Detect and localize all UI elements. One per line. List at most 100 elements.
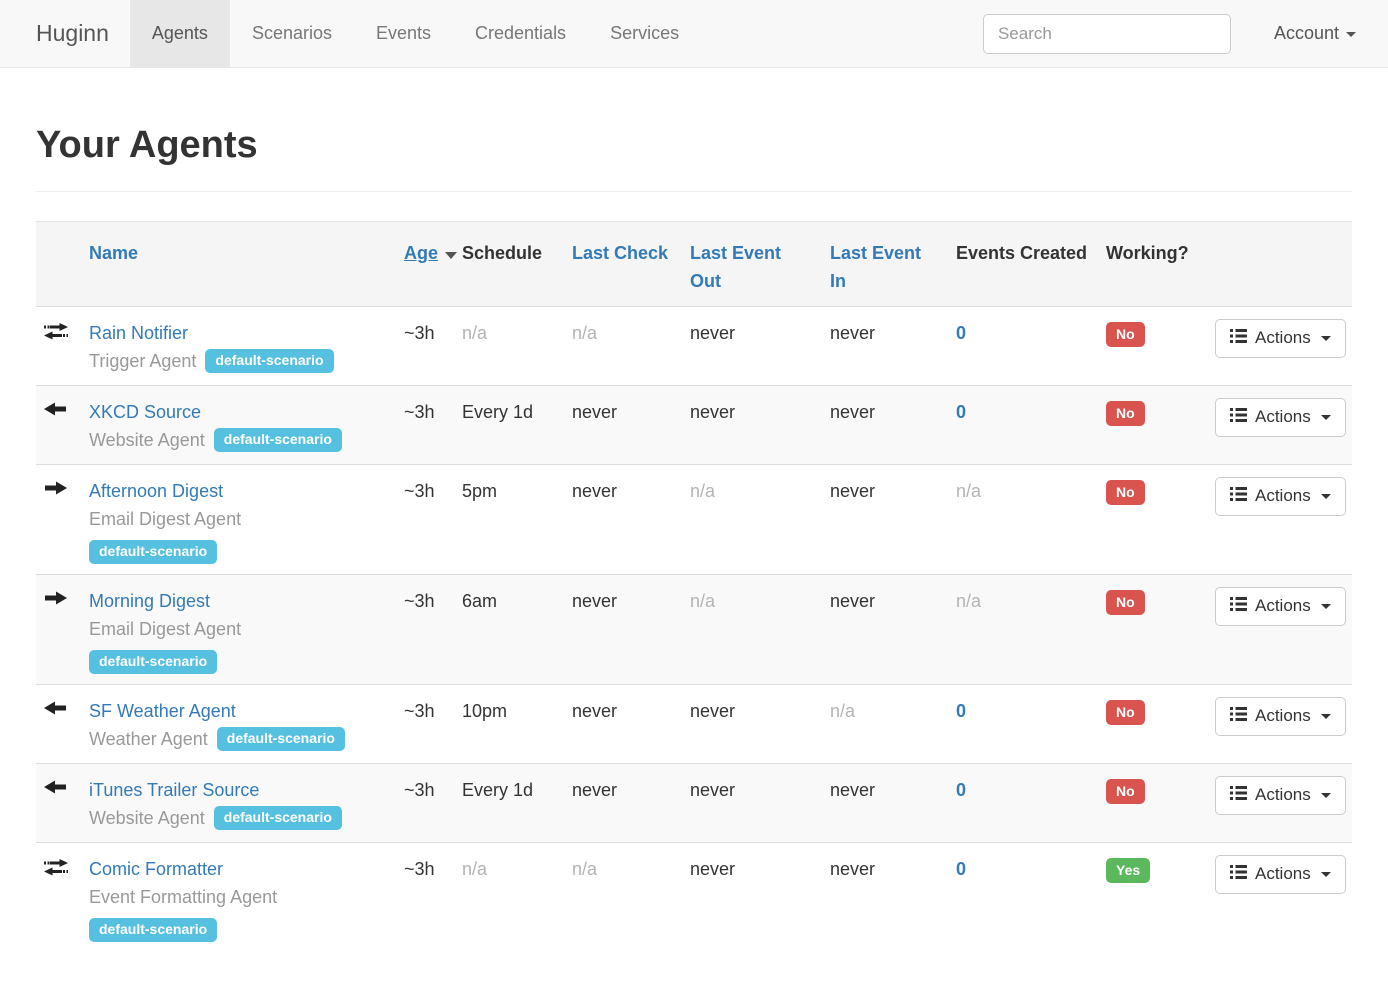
agent-name-link[interactable]: iTunes Trailer Source <box>89 780 260 800</box>
list-icon <box>1230 485 1247 507</box>
chevron-down-icon <box>1320 871 1331 877</box>
scenario-badge[interactable]: default-scenario <box>89 650 218 674</box>
table-header-row: Name Age Schedule Last Check Last Event … <box>36 221 1352 307</box>
events-created-cell: 0 <box>948 385 1098 465</box>
actions-button[interactable]: Actions <box>1215 587 1346 626</box>
agents-table: Name Age Schedule Last Check Last Event … <box>36 221 1352 952</box>
scenario-badge[interactable]: default-scenario <box>213 806 342 830</box>
schedule-cell: 5pm <box>454 464 564 575</box>
age-cell: ~3h <box>396 306 454 386</box>
age-cell: ~3h <box>396 842 454 952</box>
search-input[interactable] <box>982 13 1231 54</box>
last-event-out-cell: n/a <box>682 574 822 685</box>
nav-item-agents[interactable]: Agents <box>129 0 230 67</box>
chevron-down-icon <box>1320 493 1331 499</box>
nav-item-credentials[interactable]: Credentials <box>475 23 567 43</box>
actions-button[interactable]: Actions <box>1215 398 1346 437</box>
list-icon <box>1230 705 1247 727</box>
scenario-badge[interactable]: default-scenario <box>216 727 345 751</box>
header-last-event-in: Last Event In <box>822 221 948 307</box>
scenario-badge[interactable]: default-scenario <box>89 918 218 942</box>
age-cell: ~3h <box>396 684 454 764</box>
account-menu[interactable]: Account <box>1274 23 1356 44</box>
actions-button-label: Actions <box>1255 486 1311 505</box>
sort-by-last-check-link[interactable]: Last Check <box>572 243 669 263</box>
agent-type-label: Website Agent <box>89 430 205 450</box>
events-created-cell: 0 <box>948 763 1098 843</box>
agent-name-link[interactable]: SF Weather Agent <box>89 701 236 721</box>
events-created-link[interactable]: 0 <box>956 780 967 800</box>
nav-item-services[interactable]: Services <box>610 23 680 43</box>
actions-button-label: Actions <box>1255 407 1311 426</box>
actions-button[interactable]: Actions <box>1215 855 1346 894</box>
header-name: Name <box>81 221 396 307</box>
events-created-link[interactable]: 0 <box>956 859 967 879</box>
events-created-cell: n/a <box>948 464 1098 575</box>
nav-item-scenarios[interactable]: Scenarios <box>251 23 332 43</box>
actions-button[interactable]: Actions <box>1215 319 1346 358</box>
agent-name-link[interactable]: Rain Notifier <box>89 323 189 343</box>
last-event-out-cell: never <box>682 763 822 843</box>
actions-button-label: Actions <box>1255 864 1311 883</box>
working-cell: No <box>1098 763 1207 843</box>
working-cell: No <box>1098 385 1207 465</box>
last-event-in-cell: never <box>822 574 948 685</box>
header-last-event-out: Last Event Out <box>682 221 822 307</box>
sort-by-name-link[interactable]: Name <box>89 243 139 263</box>
chevron-down-icon <box>1320 713 1331 719</box>
last-check-cell: never <box>564 574 682 685</box>
sort-by-age-link[interactable]: Age <box>404 243 439 263</box>
scenario-badge[interactable]: default-scenario <box>89 540 218 564</box>
table-row: iTunes Trailer Source Website Agent defa… <box>36 763 1352 843</box>
nav-item-events[interactable]: Events <box>375 23 432 43</box>
brand-logo[interactable]: Huginn <box>36 20 109 46</box>
direction-out-icon <box>44 591 73 605</box>
events-created-link[interactable]: n/a <box>956 481 982 501</box>
events-created-link[interactable]: 0 <box>956 402 967 422</box>
table-row: Comic Formatter Event Formatting Agent d… <box>36 842 1352 952</box>
last-event-out-cell: never <box>682 385 822 465</box>
events-created-link[interactable]: 0 <box>956 701 967 721</box>
working-badge: Yes <box>1106 858 1151 883</box>
events-created-cell: 0 <box>948 306 1098 386</box>
page-title: Your Agents <box>36 124 258 166</box>
actions-button[interactable]: Actions <box>1215 477 1346 516</box>
actions-button[interactable]: Actions <box>1215 776 1346 815</box>
table-row: XKCD Source Website Agent default-scenar… <box>36 385 1352 465</box>
last-check-cell: n/a <box>564 842 682 952</box>
header-age: Age <box>396 221 458 307</box>
schedule-cell: Every 1d <box>454 763 564 843</box>
events-created-link[interactable]: 0 <box>956 323 967 343</box>
main-content: Your Agents Name Age Schedule Last Check… <box>0 124 1388 952</box>
navbar: Huginn Agents Scenarios Events Credentia… <box>0 0 1388 68</box>
sort-by-last-event-out-link[interactable]: Last Event Out <box>690 243 782 291</box>
agent-name-link[interactable]: Comic Formatter <box>89 859 224 879</box>
header-actions-spacer <box>1207 221 1352 307</box>
last-check-cell: never <box>564 385 682 465</box>
sort-by-last-event-in-link[interactable]: Last Event In <box>830 243 922 291</box>
last-check-cell: never <box>564 464 682 575</box>
last-check-cell: never <box>564 684 682 764</box>
agent-name-link[interactable]: Morning Digest <box>89 591 211 611</box>
header-working: Working? <box>1098 221 1207 307</box>
actions-button[interactable]: Actions <box>1215 697 1346 736</box>
header-icon-spacer <box>36 221 81 307</box>
scenario-badge[interactable]: default-scenario <box>205 349 334 373</box>
actions-button-label: Actions <box>1255 328 1311 347</box>
last-event-out-cell: never <box>682 684 822 764</box>
actions-button-label: Actions <box>1255 706 1311 725</box>
scenario-badge[interactable]: default-scenario <box>213 428 342 452</box>
working-badge: No <box>1106 480 1145 505</box>
events-created-link[interactable]: n/a <box>956 591 982 611</box>
age-cell: ~3h <box>396 763 454 843</box>
agent-name-link[interactable]: XKCD Source <box>89 402 202 422</box>
actions-button-label: Actions <box>1255 785 1311 804</box>
last-event-in-cell: n/a <box>822 684 948 764</box>
chevron-down-icon <box>1320 792 1331 798</box>
agent-name-link[interactable]: Afternoon Digest <box>89 481 224 501</box>
agent-type-label: Email Digest Agent <box>89 619 242 639</box>
working-badge: No <box>1106 322 1145 347</box>
age-cell: ~3h <box>396 464 454 575</box>
table-row: Afternoon Digest Email Digest Agent defa… <box>36 464 1352 575</box>
chevron-down-icon <box>1346 31 1356 37</box>
